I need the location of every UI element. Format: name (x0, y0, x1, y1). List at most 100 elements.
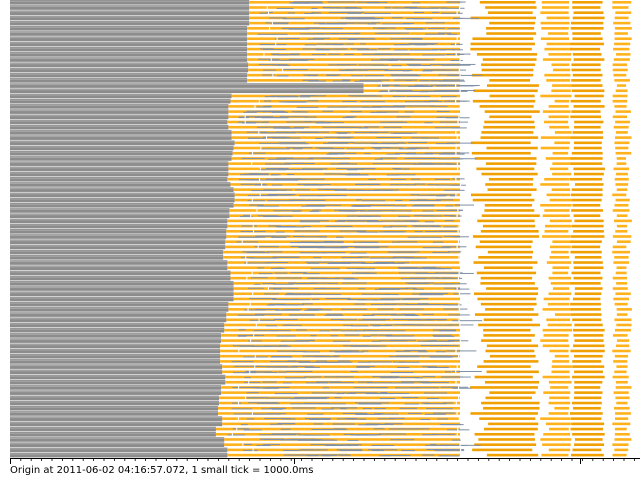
detail-mark (414, 428, 430, 430)
activity-bar (227, 266, 460, 270)
detail-mark (440, 96, 457, 98)
detail-mark (278, 142, 306, 144)
detail-mark (355, 402, 364, 404)
detail-mark (294, 230, 320, 232)
wait-bar (10, 244, 226, 250)
detail-mark (302, 168, 328, 170)
detail-mark (445, 449, 465, 451)
detail-mark (317, 195, 347, 197)
detail-mark (450, 43, 463, 45)
detail-mark (273, 210, 303, 212)
activity-bar (475, 245, 532, 249)
wait-bar (10, 312, 227, 317)
detail-mark (358, 256, 369, 258)
activity-bar (571, 401, 602, 405)
detail-mark (311, 392, 333, 394)
detail-mark (293, 235, 304, 237)
detail-mark (293, 1, 323, 3)
axis-small-tick (488, 458, 490, 461)
detail-mark (453, 17, 479, 19)
detail-mark (274, 393, 298, 395)
detail-mark (301, 95, 316, 97)
detail-mark (343, 345, 358, 347)
detail-mark (333, 44, 344, 46)
activity-bar (614, 318, 632, 322)
detail-mark (422, 267, 442, 269)
activity-bar (554, 99, 570, 103)
detail-mark (422, 366, 437, 368)
row-separator (455, 348, 457, 354)
activity-bar (481, 63, 536, 67)
detail-mark (417, 351, 428, 353)
activity-bar (233, 188, 460, 191)
activity-bar (551, 89, 571, 93)
wait-bar-highlight (10, 453, 228, 455)
detail-mark (389, 417, 405, 419)
detail-mark (256, 402, 280, 404)
axis-small-tick (530, 458, 531, 461)
detail-mark (398, 148, 417, 150)
detail-mark (377, 418, 395, 420)
detail-mark (389, 376, 400, 378)
detail-mark (231, 361, 254, 363)
detail-mark (302, 79, 319, 81)
detail-mark (410, 194, 420, 196)
timeline-row (10, 83, 627, 88)
detail-mark (376, 387, 387, 389)
wait-bar-highlight (10, 328, 225, 330)
detail-mark (275, 304, 287, 306)
detail-mark (283, 299, 311, 301)
row-separator (245, 395, 247, 401)
detail-mark (347, 189, 366, 191)
timeline-row (10, 130, 628, 135)
axis-small-tick (322, 458, 323, 461)
timeline-row (10, 426, 627, 432)
wait-bar (10, 52, 248, 57)
detail-mark (249, 298, 277, 300)
activity-bar (570, 177, 603, 181)
activity-bar (612, 245, 627, 249)
detail-mark (411, 137, 429, 139)
detail-mark (422, 70, 433, 72)
detail-mark (435, 143, 456, 145)
detail-mark (390, 74, 418, 76)
activity-bar (543, 334, 569, 337)
activity-bar (548, 380, 572, 384)
wait-bar (10, 223, 228, 229)
detail-mark (234, 365, 259, 367)
activity-bar (616, 240, 631, 244)
detail-mark (279, 101, 308, 103)
activity-bar (548, 53, 572, 56)
detail-mark (420, 344, 450, 346)
activity-bar (571, 79, 601, 82)
activity-bar (486, 27, 535, 30)
detail-mark (359, 246, 381, 248)
wait-bar-highlight (10, 245, 226, 247)
detail-mark (342, 392, 349, 394)
timeline-row (10, 270, 627, 276)
detail-mark (296, 241, 326, 243)
detail-mark (421, 137, 439, 139)
activity-bar (574, 292, 602, 296)
detail-mark (304, 12, 315, 14)
wait-bar-highlight (10, 37, 248, 39)
detail-mark (399, 308, 424, 310)
detail-mark (394, 257, 407, 259)
row-separator (260, 145, 262, 151)
detail-mark (393, 361, 406, 363)
detail-mark (304, 434, 330, 436)
detail-mark (380, 121, 408, 123)
activity-bar (570, 282, 601, 285)
detail-mark (343, 324, 353, 326)
detail-mark (300, 220, 329, 222)
timeline-row (10, 119, 631, 125)
detail-mark (263, 216, 282, 218)
detail-mark (359, 79, 381, 81)
activity-bar (228, 302, 460, 306)
row-separator (458, 416, 460, 421)
detail-mark (423, 392, 448, 394)
detail-mark (277, 434, 297, 436)
timeline-row (10, 202, 629, 208)
detail-mark (412, 163, 435, 165)
detail-mark (452, 74, 483, 76)
